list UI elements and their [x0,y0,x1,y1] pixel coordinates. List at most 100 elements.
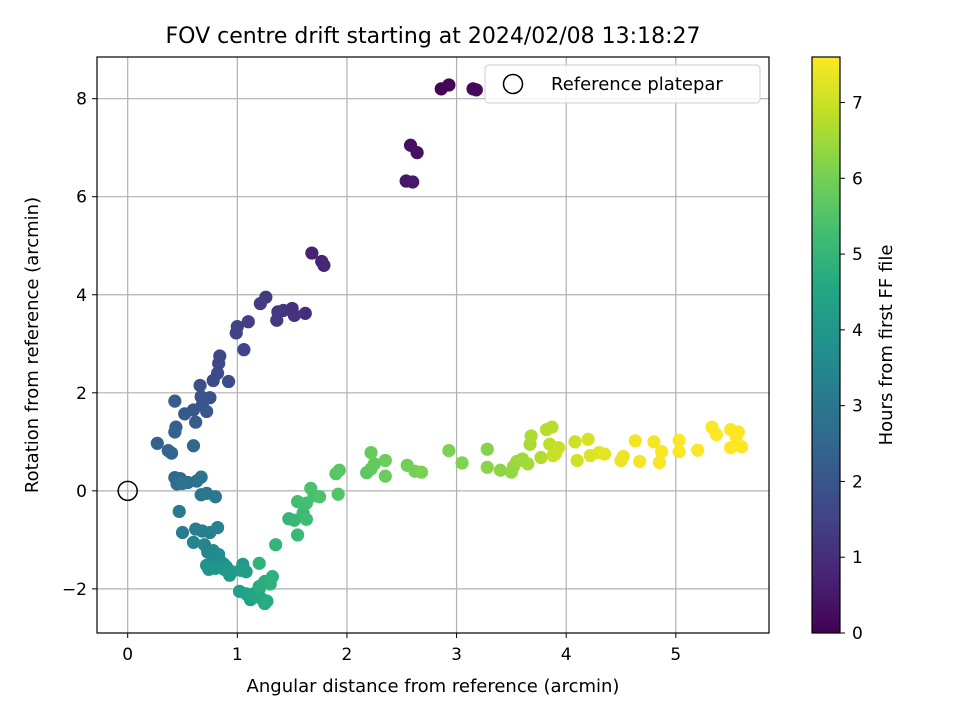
x-axis-label: Angular distance from reference (arcmin) [247,676,620,697]
data-point [493,463,508,477]
data-point [252,556,266,570]
colorbar-tick-label: 1 [852,548,863,568]
data-point [237,343,251,357]
x-tick-label: 1 [232,645,243,665]
data-point [628,434,642,448]
data-point [654,445,669,459]
data-point [260,594,274,608]
data-point [299,512,313,526]
data-point [364,446,378,460]
x-tick-label: 5 [670,645,681,665]
y-tick-label: 4 [76,286,87,306]
data-point [616,449,630,464]
data-point [597,447,612,461]
data-point [410,145,424,160]
data-point [208,490,222,504]
colorbar-tick-label: 2 [852,472,863,492]
colorbar-tick-label: 6 [852,169,863,189]
data-points [150,78,749,611]
data-point [691,443,705,457]
data-point [200,404,214,419]
x-tick-label: 3 [451,645,462,665]
data-point [414,465,429,479]
data-point [269,538,283,552]
colorbar-ticks: 0 1 2 3 4 5 6 7 [840,93,863,644]
data-point [570,453,584,468]
y-tick-label: 0 [76,482,87,502]
data-point [270,313,284,327]
data-point [331,487,345,501]
data-point [150,436,164,450]
data-point [253,296,267,311]
data-point [178,407,192,421]
colorbar-tick-label: 4 [852,321,863,341]
data-point [731,425,745,439]
data-point [298,306,312,320]
legend: Reference platepar [484,64,761,104]
data-point [406,175,420,189]
data-point [164,446,179,460]
y-tick-label: −2 [62,580,87,600]
data-point [442,78,456,92]
data-point [378,453,392,468]
data-point [206,373,220,388]
data-point [175,525,190,540]
data-point [521,457,535,471]
colorbar-tick-label: 3 [852,397,863,417]
x-axis-ticks: 0 1 2 3 4 5 [122,633,681,665]
x-tick-label: 2 [342,645,353,665]
plot-frame [96,56,770,634]
data-point [239,565,253,579]
colorbar-tick-label: 7 [852,93,863,113]
data-point [546,448,560,463]
colorbar-frame [811,56,841,634]
data-point [633,454,647,469]
data-point [305,246,319,260]
data-point [480,460,494,474]
data-point [189,415,203,429]
chart-title: FOV centre drift starting at 2024/02/08 … [166,24,701,49]
data-point [175,476,190,491]
data-point [287,308,301,322]
data-point [304,481,318,495]
data-point [724,441,738,455]
data-point [287,513,301,527]
data-point [469,83,483,97]
y-axis-label: Rotation from reference (arcmin) [22,197,43,493]
data-point [186,535,201,549]
y-tick-label: 2 [76,384,87,404]
y-axis-ticks: −2 0 2 4 6 8 [62,90,97,600]
y-tick-label: 8 [76,90,87,110]
x-tick-label: 4 [561,645,572,665]
colorbar-gradient [812,57,840,633]
colorbar-tick-label: 5 [852,245,863,265]
data-point [672,445,686,459]
data-point [568,435,582,449]
data-point [193,378,207,393]
data-point [545,420,559,434]
data-point [534,450,548,465]
data-point [210,521,225,535]
data-point [647,435,661,449]
colorbar-tick-label: 0 [852,624,863,644]
data-point [221,374,236,389]
data-point [212,356,226,370]
data-point [168,394,182,408]
y-tick-label: 6 [76,188,87,208]
data-point [291,528,305,542]
data-point [186,439,201,453]
data-point [172,504,186,519]
colorbar-label: Hours from first FF file [876,245,897,446]
data-point [332,463,346,477]
data-point [455,456,469,470]
legend-entry-label: Reference platepar [551,74,723,95]
data-point [223,568,237,582]
reference-platepar-marker [117,480,138,502]
data-point [524,429,538,443]
data-point [652,455,666,470]
legend-marker-icon [502,73,524,95]
data-point [312,490,327,504]
data-point [367,457,381,471]
